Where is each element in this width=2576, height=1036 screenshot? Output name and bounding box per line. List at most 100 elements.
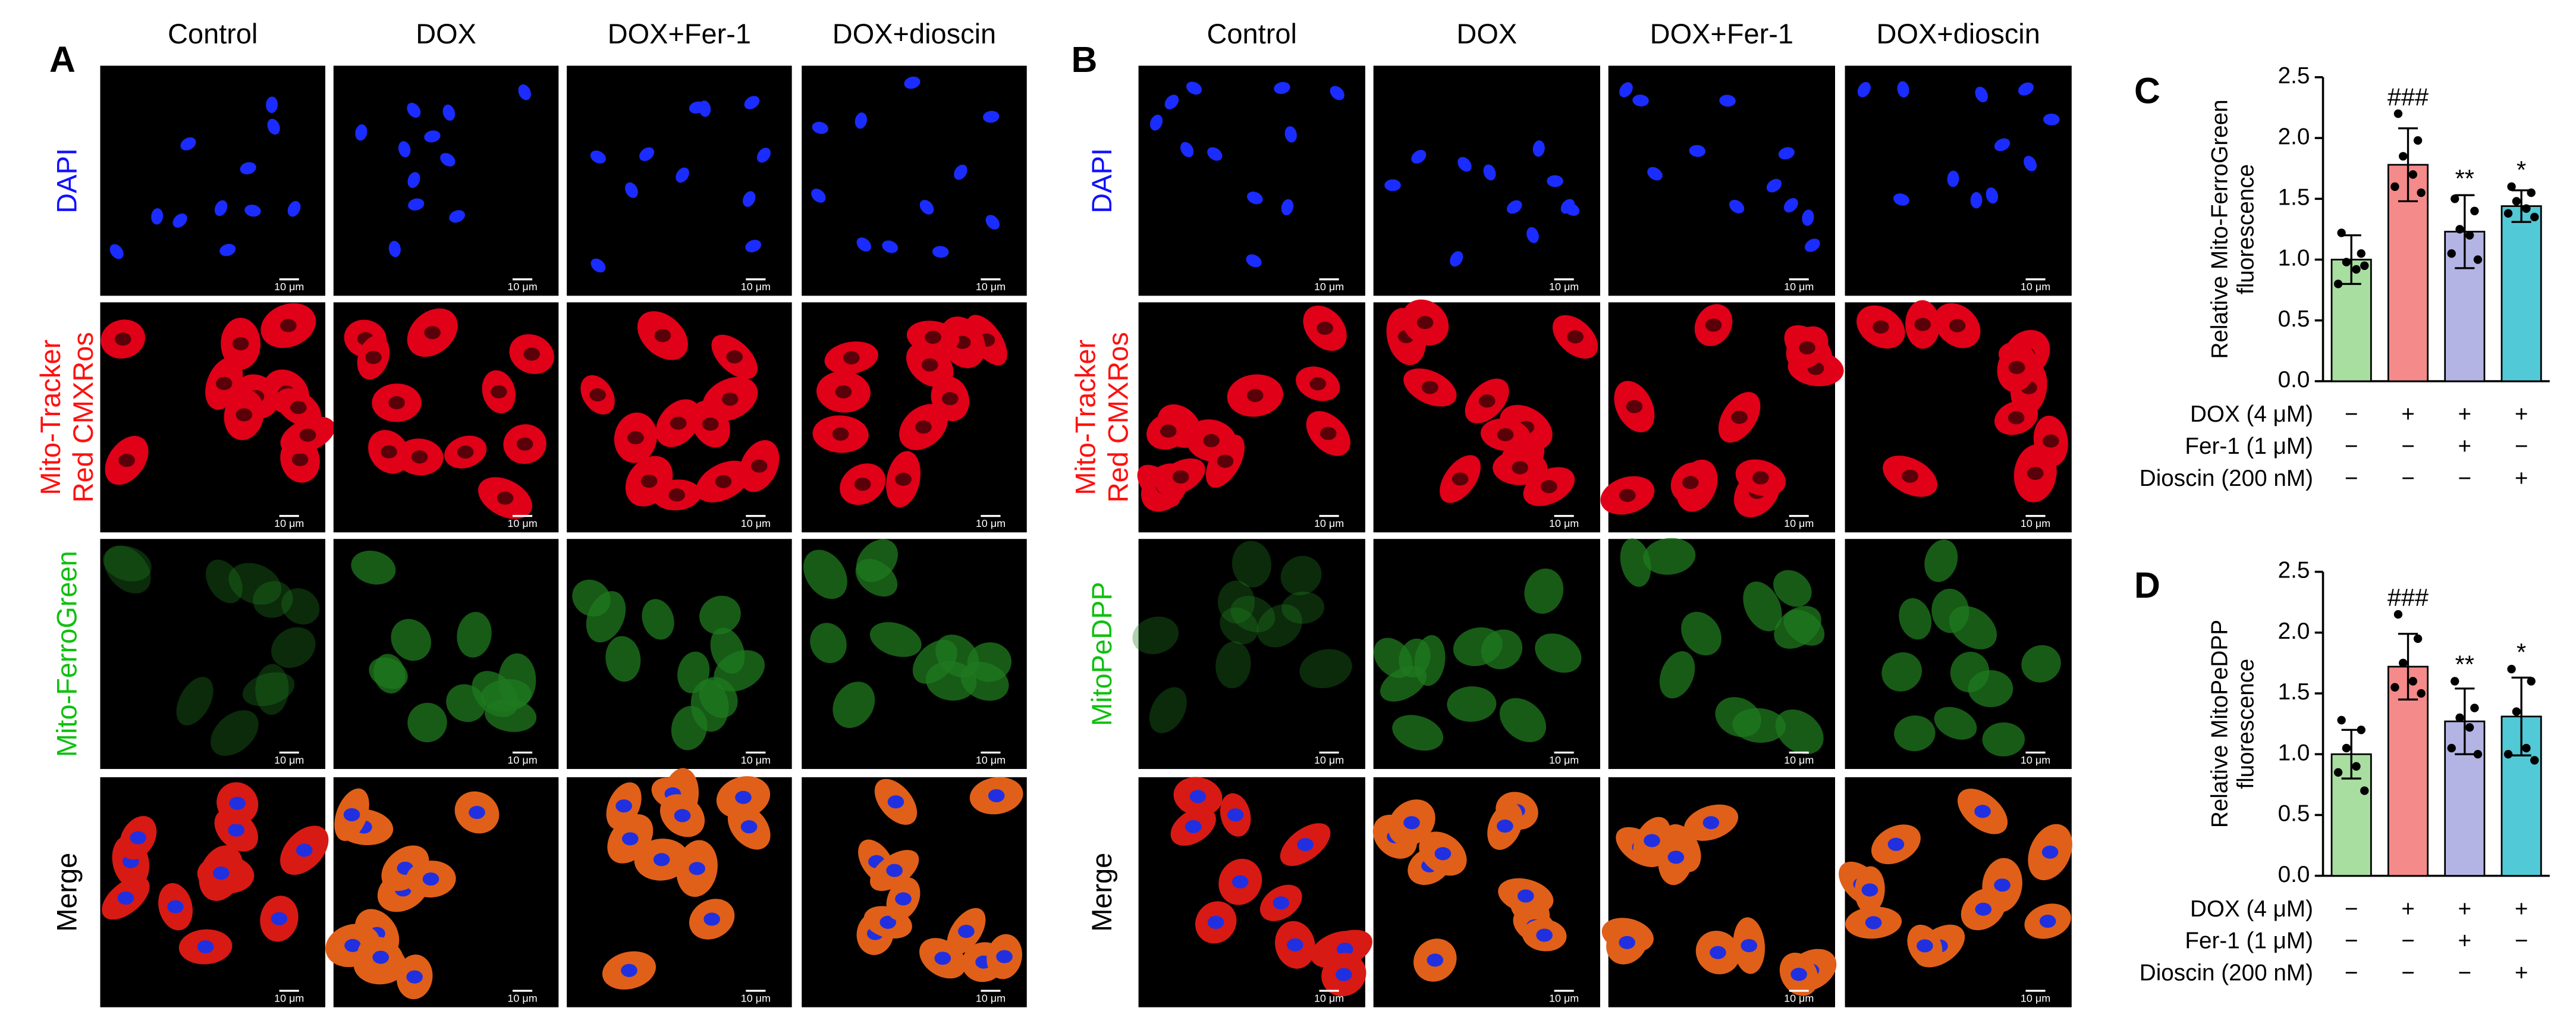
y-axis-label: fluorescence xyxy=(2233,658,2259,789)
condition-sign: − xyxy=(2345,896,2358,922)
cell xyxy=(1620,538,1651,587)
y-tick-label: 2.5 xyxy=(2278,63,2310,89)
scale-bar-label: 10 μm xyxy=(1549,281,1579,293)
micrograph: 10 μm xyxy=(1845,539,2072,770)
nucleus xyxy=(1702,816,1720,830)
nucleus xyxy=(615,799,632,813)
scale-bar-label: 10 μm xyxy=(507,993,537,1004)
nucleus xyxy=(1532,140,1545,157)
cell xyxy=(1524,569,1564,614)
significance-label: ** xyxy=(2455,651,2474,679)
data-point xyxy=(2447,743,2456,753)
micrograph: 10 μm xyxy=(567,539,792,770)
cell xyxy=(457,611,492,658)
nucleus xyxy=(240,162,256,175)
condition-sign: + xyxy=(2515,960,2528,986)
nucleus-shadow xyxy=(1682,476,1699,489)
cell xyxy=(1931,588,1969,633)
data-point xyxy=(2465,231,2474,240)
nucleus xyxy=(1994,878,2010,892)
scale-bar-label: 10 μm xyxy=(976,281,1006,293)
micrograph: 10 μm xyxy=(567,302,792,533)
nucleus-shadow xyxy=(516,437,533,451)
panel-label: D xyxy=(2134,565,2160,605)
cell xyxy=(1499,698,1547,742)
condition-sign: + xyxy=(2458,928,2472,954)
nucleus-shadow xyxy=(2042,434,2059,448)
nucleus xyxy=(343,808,360,821)
nucleus xyxy=(167,900,184,913)
nucleus-shadow xyxy=(1172,470,1189,484)
nucleus xyxy=(1517,889,1534,903)
condition-label: DOX (4 μM) xyxy=(2190,401,2313,427)
scale-bar-label: 10 μm xyxy=(1314,517,1344,529)
cell xyxy=(1215,641,1251,689)
nucleus xyxy=(372,950,389,964)
nucleus xyxy=(1506,200,1522,214)
scale-bar-label: 10 μm xyxy=(2021,754,2050,766)
y-tick-label: 0.5 xyxy=(2278,801,2310,827)
nucleus xyxy=(2039,914,2056,928)
significance-label: ### xyxy=(2387,83,2429,111)
cell xyxy=(228,563,282,605)
condition-sign: + xyxy=(2515,401,2528,427)
cell xyxy=(2021,645,2061,683)
scale-bar-label: 10 μm xyxy=(741,517,771,529)
condition-sign: + xyxy=(2515,896,2528,922)
cell xyxy=(1924,539,1958,582)
cell xyxy=(211,710,259,756)
cell xyxy=(1453,627,1503,666)
nucleus-shadow xyxy=(1478,394,1496,408)
nucleus xyxy=(1802,209,1814,226)
cell xyxy=(699,595,741,635)
nucleus xyxy=(590,258,606,273)
cell xyxy=(677,651,710,693)
nucleus xyxy=(1970,191,1983,209)
column-header: DOX+dioscin xyxy=(1877,18,2040,49)
nucleus-shadow xyxy=(235,408,253,422)
micrograph: 10 μm xyxy=(333,65,559,296)
nucleus xyxy=(1403,816,1420,830)
nucleus xyxy=(219,244,236,256)
column-header: Control xyxy=(1207,18,1297,49)
nucleus xyxy=(1778,147,1795,160)
nucleus-shadow xyxy=(291,453,309,466)
scale-bar-label: 10 μm xyxy=(1784,754,1814,766)
nucleus-shadow xyxy=(457,445,474,459)
nucleus-shadow xyxy=(627,431,644,445)
micrograph: 10 μm xyxy=(1601,777,1837,1007)
nucleus xyxy=(1644,834,1660,847)
cell xyxy=(480,679,532,712)
nucleus xyxy=(932,246,949,258)
condition-sign: − xyxy=(2345,928,2358,954)
nucleus-shadow xyxy=(280,319,297,332)
nucleus xyxy=(398,141,411,158)
nucleus xyxy=(703,912,720,926)
nucleus xyxy=(151,208,164,225)
nucleus xyxy=(1783,197,1798,213)
cell xyxy=(373,654,406,694)
y-tick-label: 1.5 xyxy=(2278,679,2310,705)
micrograph-background xyxy=(100,65,326,296)
nucleus-shadow xyxy=(726,350,743,364)
scale-bar-label: 10 μm xyxy=(976,754,1006,766)
nucleus-shadow xyxy=(854,478,871,491)
condition-sign: + xyxy=(2458,896,2472,922)
micrograph: 10 μm xyxy=(1839,777,2072,1007)
nucleus-shadow xyxy=(1497,428,1514,441)
nucleus xyxy=(1897,81,1909,98)
nucleus-shadow xyxy=(365,350,382,365)
nucleus-shadow xyxy=(118,454,135,467)
cell xyxy=(605,636,641,682)
y-axis-label: fluorescence xyxy=(2233,164,2259,294)
data-point xyxy=(2507,182,2516,191)
micrograph-background xyxy=(802,65,1027,296)
nucleus xyxy=(109,244,124,259)
nucleus xyxy=(1917,939,1933,953)
nucleus xyxy=(1434,847,1452,861)
nucleus xyxy=(625,182,638,198)
nucleus-shadow xyxy=(1705,318,1722,332)
nucleus-shadow xyxy=(2008,360,2025,374)
nucleus-shadow xyxy=(1914,318,1931,331)
condition-label: Fer-1 (1 μM) xyxy=(2185,928,2313,954)
